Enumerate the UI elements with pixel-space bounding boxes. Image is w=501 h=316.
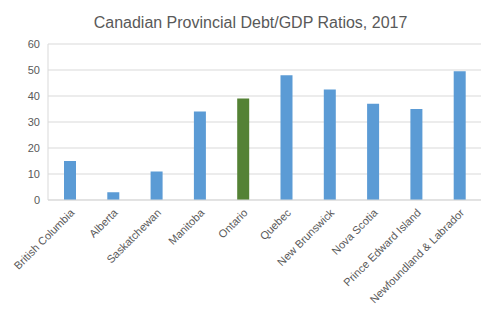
svg-text:Quebec: Quebec xyxy=(257,206,293,242)
svg-text:50: 50 xyxy=(28,64,40,76)
svg-text:10: 10 xyxy=(28,168,40,180)
svg-text:Prince Edward Island: Prince Edward Island xyxy=(341,206,423,288)
svg-text:Ontario: Ontario xyxy=(216,206,250,240)
svg-text:Manitoba: Manitoba xyxy=(166,206,207,247)
svg-text:30: 30 xyxy=(28,116,40,128)
svg-text:0: 0 xyxy=(34,194,40,206)
svg-text:20: 20 xyxy=(28,142,40,154)
html-text:Canadian Provincial Debt/GDP R: Canadian Provincial Debt/GDP Ratios, 201… xyxy=(93,14,408,31)
svg-text:60: 60 xyxy=(28,38,40,50)
svg-text:British Columbia: British Columbia xyxy=(11,206,77,272)
svg-text:Newfoundland & Labrador: Newfoundland & Labrador xyxy=(367,206,466,305)
svg-text:Nova Scotia: Nova Scotia xyxy=(329,206,380,257)
svg-text:New Brunswick: New Brunswick xyxy=(275,206,337,268)
svg-text:40: 40 xyxy=(28,90,40,102)
svg-text:Saskatchewan: Saskatchewan xyxy=(104,206,163,265)
svg-text:Alberta: Alberta xyxy=(87,206,121,240)
